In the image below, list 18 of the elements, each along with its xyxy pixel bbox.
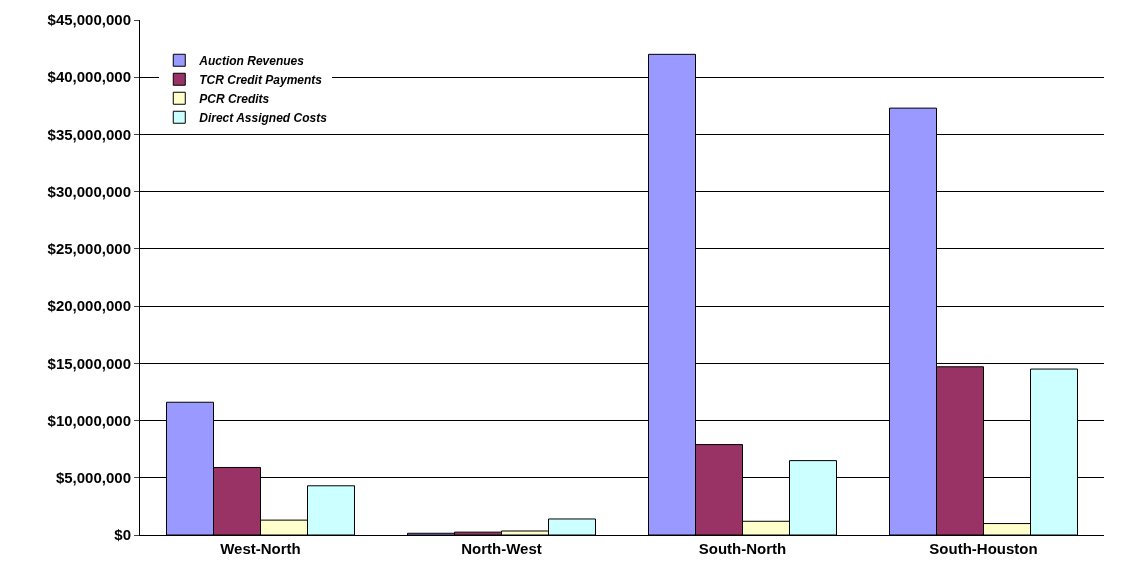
y-tick-label: $25,000,000 <box>47 240 131 258</box>
legend-label: Auction Revenues <box>198 53 305 68</box>
x-tick-label: South-North <box>698 540 787 557</box>
y-tick-label: $5,000,000 <box>55 469 131 487</box>
y-tick-label: $0 <box>114 526 131 544</box>
x-tick-label: South-Houston <box>929 540 1038 557</box>
legend-label: Direct Assigned Costs <box>199 110 328 125</box>
y-tick-label: $45,000,000 <box>47 11 131 29</box>
y-tick-label: $30,000,000 <box>47 182 131 200</box>
legend-label: PCR Credits <box>199 91 270 106</box>
x-tick-label: West-North <box>220 540 301 557</box>
legend-label: TCR Credit Payments <box>199 72 323 87</box>
y-tick-label: $20,000,000 <box>47 297 131 315</box>
y-tick-label: $40,000,000 <box>47 68 131 86</box>
x-tick-label: North-West <box>461 540 542 557</box>
y-tick-label: $10,000,000 <box>47 411 131 429</box>
y-tick-label: $15,000,000 <box>47 354 131 372</box>
y-tick-label: $35,000,000 <box>47 125 131 143</box>
